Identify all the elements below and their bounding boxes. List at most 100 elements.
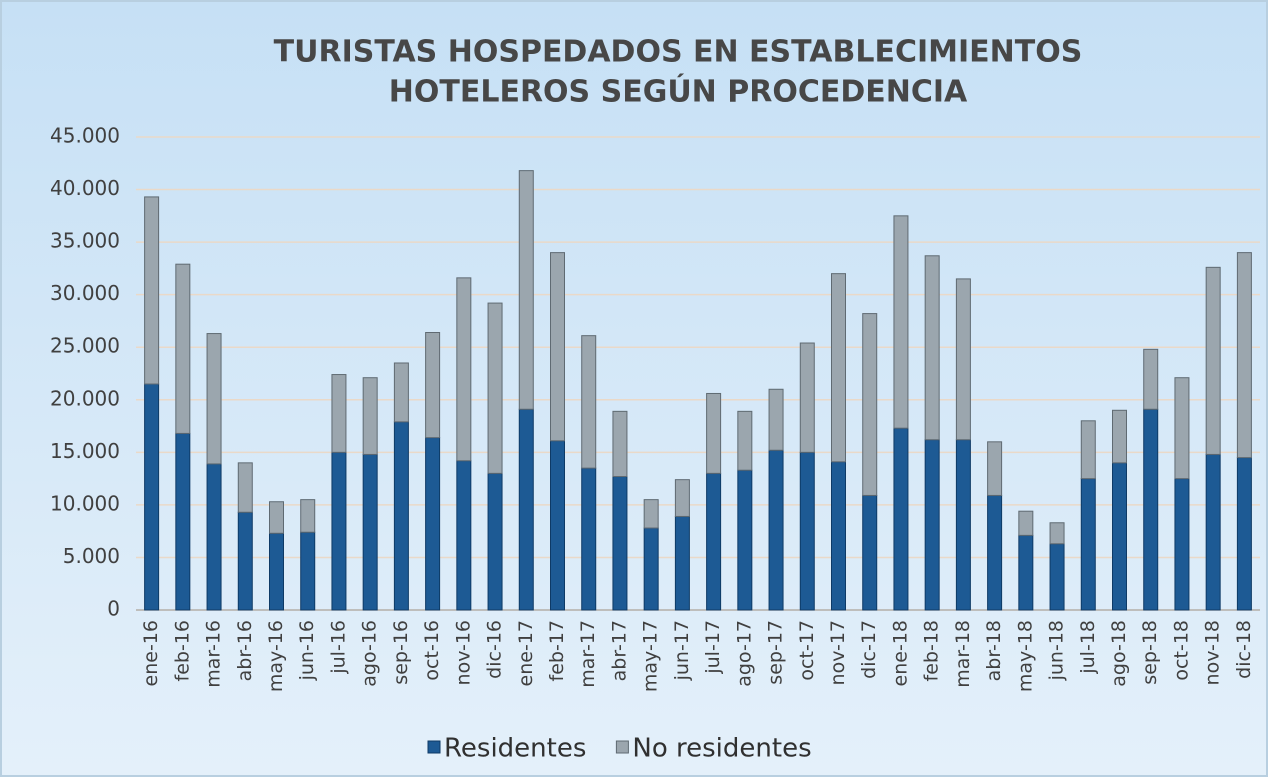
bar-segment <box>1080 420 1096 480</box>
bar-segment <box>612 410 628 478</box>
bar-segment <box>1205 453 1221 611</box>
bar-segment <box>300 499 316 533</box>
bar-segment <box>1236 252 1252 459</box>
bar-segment <box>1049 522 1065 545</box>
bar-segment <box>1018 510 1034 536</box>
bar-segment <box>550 440 565 611</box>
bar-segment <box>737 469 753 611</box>
bar-segment <box>206 463 222 611</box>
bar-segment <box>1236 457 1252 611</box>
x-tick-label: jul-18 <box>1077 620 1099 675</box>
bar-segment <box>456 277 472 462</box>
bar-segment <box>237 511 253 611</box>
bar-segment <box>487 472 503 611</box>
x-tick-label: feb-18 <box>921 620 943 681</box>
bar-segment <box>1205 266 1221 455</box>
y-tick-label: 20.000 <box>50 386 120 410</box>
x-tick-label: oct-16 <box>421 620 443 681</box>
bar-segment <box>987 494 1003 611</box>
bar-segment <box>144 383 160 611</box>
x-tick-label: ene-18 <box>889 620 911 686</box>
bar-segment <box>425 332 441 439</box>
x-tick-label: jul-17 <box>702 620 724 675</box>
bar-segment <box>924 439 940 611</box>
bar-segment <box>1112 409 1127 464</box>
bar-segment <box>362 453 378 611</box>
x-tick-label: abr-16 <box>234 620 256 681</box>
y-tick-label: 35.000 <box>50 229 120 253</box>
bar-segment <box>799 451 815 611</box>
x-tick-label: may-18 <box>1014 620 1036 692</box>
bar-segment <box>674 515 690 611</box>
x-tick-label: feb-17 <box>546 620 568 681</box>
bar-segment <box>300 531 316 611</box>
bar-segment <box>550 252 565 442</box>
x-tick-label: sep-18 <box>1139 620 1161 685</box>
x-tick-label: dic-17 <box>858 620 880 679</box>
bar-segment <box>831 461 846 611</box>
bar-segment <box>1049 543 1065 611</box>
x-tick-label: jul-16 <box>327 620 349 675</box>
x-tick-label: mar-17 <box>577 620 599 688</box>
bar-segment <box>518 170 534 410</box>
y-tick-label: 25.000 <box>50 334 120 358</box>
bar-segment <box>768 449 784 611</box>
x-tick-label: dic-16 <box>484 620 506 679</box>
x-tick-label: sep-17 <box>765 620 787 685</box>
bar-segment <box>269 532 284 611</box>
bar-segment <box>362 377 378 455</box>
y-tick-label: 10.000 <box>50 491 120 515</box>
y-tick-label: 40.000 <box>50 176 120 200</box>
bar-segment <box>706 392 722 474</box>
bar-segment <box>331 451 347 611</box>
bar-segment <box>393 421 409 611</box>
bar-segment <box>768 388 784 451</box>
legend-swatch <box>427 740 441 754</box>
bar-segment <box>393 362 409 423</box>
bar-segment <box>893 427 909 611</box>
x-tick-label: sep-16 <box>390 620 412 685</box>
bar-segment <box>862 494 878 611</box>
chart-title: HOTELEROS SEGÚN PROCEDENCIA <box>389 73 968 110</box>
x-tick-label: mar-16 <box>203 620 225 688</box>
legend-label: Residentes <box>444 734 586 764</box>
bar-segment <box>237 462 253 513</box>
x-tick-label: ago-16 <box>359 620 381 687</box>
bar-segment <box>487 302 503 474</box>
x-tick-label: oct-17 <box>796 620 818 681</box>
bar-segment <box>1174 377 1190 480</box>
x-tick-label: jun-17 <box>671 620 693 681</box>
bar-segment <box>518 408 534 611</box>
bar-segment <box>706 472 722 611</box>
x-tick-label: ago-18 <box>1108 620 1130 687</box>
bar-segment <box>924 255 940 441</box>
bar-segment <box>269 501 284 534</box>
bar-segment <box>1080 478 1096 611</box>
x-tick-label: jun-18 <box>1046 620 1068 681</box>
bar-segment <box>1174 478 1190 611</box>
bar-segment <box>893 215 909 429</box>
y-tick-label: 5.000 <box>63 544 120 568</box>
bar-segment <box>175 432 191 611</box>
bar-segment <box>581 467 597 611</box>
bar-segment <box>1143 348 1159 410</box>
x-tick-label: mar-18 <box>952 620 974 688</box>
legend-swatch <box>615 740 629 754</box>
bar-segment <box>144 196 160 385</box>
bar-segment <box>1143 408 1159 611</box>
bar-segment <box>456 460 472 611</box>
y-tick-label: 45.000 <box>50 124 120 148</box>
y-tick-label: 30.000 <box>50 281 120 305</box>
x-tick-label: nov-17 <box>827 620 849 685</box>
bar-segment <box>206 333 222 465</box>
x-tick-label: dic-18 <box>1233 620 1255 679</box>
x-tick-label: ene-17 <box>515 620 537 686</box>
bar-segment <box>643 499 659 529</box>
y-tick-label: 0 <box>107 597 120 621</box>
y-tick-label: 15.000 <box>50 439 120 463</box>
bar-segment <box>799 342 815 453</box>
bar-segment <box>612 476 628 611</box>
x-tick-label: abr-18 <box>983 620 1005 681</box>
chart-title: TURISTAS HOSPEDADOS EN ESTABLECIMIENTOS <box>274 35 1083 70</box>
legend-label: No residentes <box>632 734 811 764</box>
